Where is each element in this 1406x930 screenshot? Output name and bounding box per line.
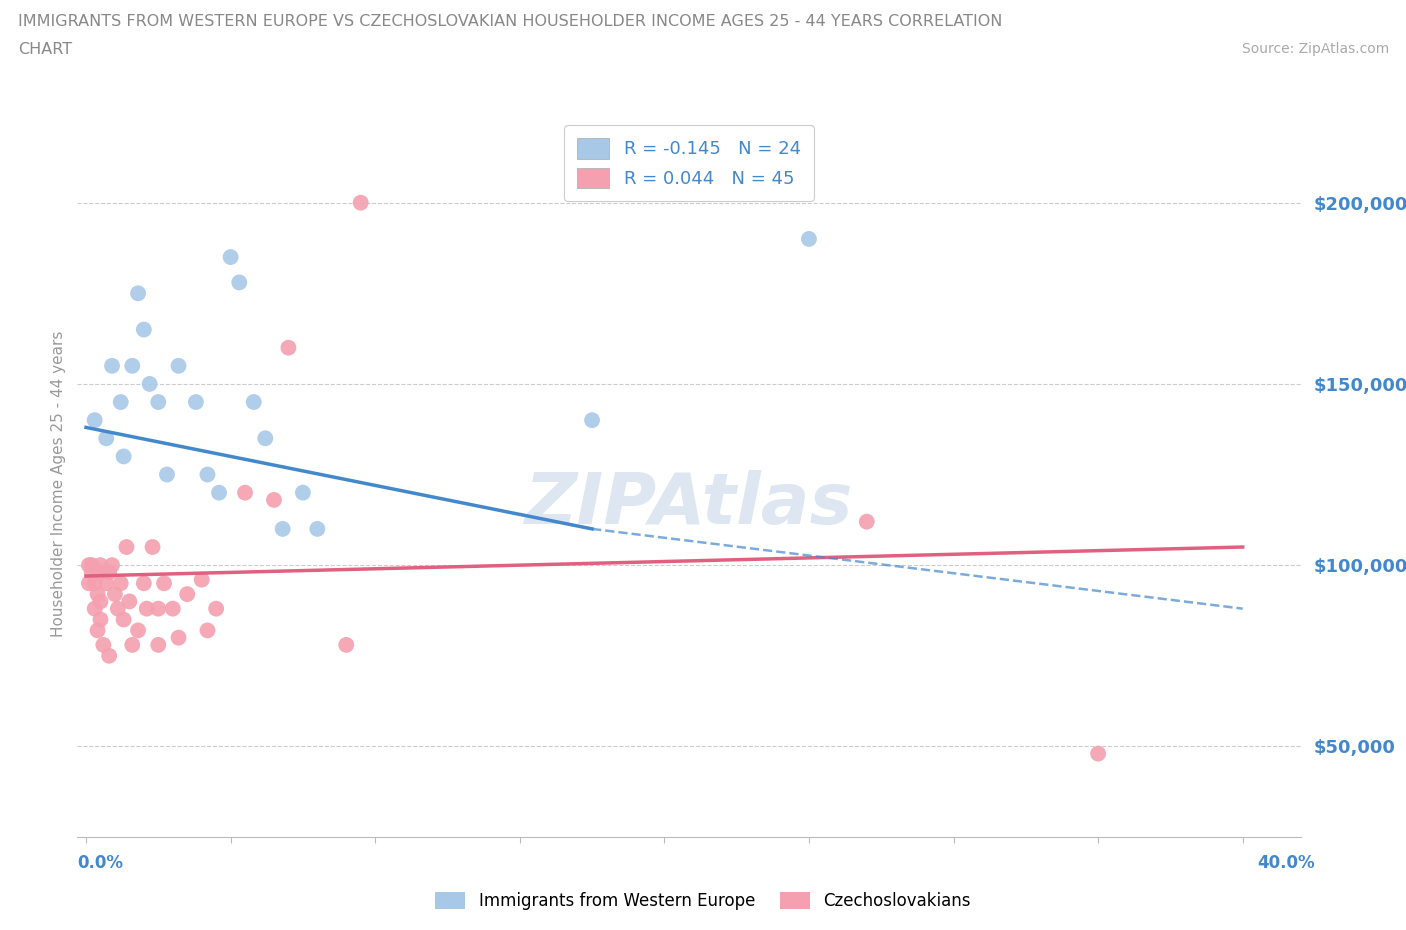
Point bbox=[167, 631, 190, 645]
Point bbox=[277, 340, 299, 355]
Point bbox=[104, 587, 127, 602]
Point bbox=[96, 576, 118, 591]
Point bbox=[219, 249, 242, 264]
Point bbox=[153, 576, 176, 591]
Point bbox=[80, 565, 103, 579]
Point bbox=[233, 485, 256, 500]
Point bbox=[335, 637, 357, 652]
Point bbox=[855, 514, 877, 529]
Point bbox=[228, 275, 250, 290]
Point bbox=[135, 601, 157, 616]
Point bbox=[101, 558, 124, 573]
Point bbox=[271, 522, 294, 537]
Point bbox=[1087, 746, 1109, 761]
Point bbox=[89, 594, 111, 609]
Point bbox=[581, 413, 603, 428]
Point bbox=[162, 601, 184, 616]
Point bbox=[132, 322, 155, 337]
Point bbox=[127, 623, 149, 638]
Point bbox=[121, 637, 143, 652]
Point bbox=[148, 601, 170, 616]
Point bbox=[176, 587, 198, 602]
Text: ZIPAtlas: ZIPAtlas bbox=[524, 471, 853, 539]
Point bbox=[115, 539, 138, 554]
Point bbox=[127, 286, 149, 300]
Legend: R = -0.145   N = 24, R = 0.044   N = 45: R = -0.145 N = 24, R = 0.044 N = 45 bbox=[564, 126, 814, 201]
Point bbox=[141, 539, 163, 554]
Point bbox=[86, 565, 108, 579]
Point bbox=[77, 558, 100, 573]
Text: 0.0%: 0.0% bbox=[77, 854, 124, 872]
Point bbox=[797, 232, 820, 246]
Point bbox=[148, 394, 170, 409]
Point bbox=[83, 576, 105, 591]
Point bbox=[148, 637, 170, 652]
Point bbox=[86, 587, 108, 602]
Point bbox=[167, 358, 190, 373]
Point bbox=[93, 637, 115, 652]
Point bbox=[107, 601, 129, 616]
Point bbox=[98, 565, 121, 579]
Point bbox=[118, 594, 141, 609]
Point bbox=[138, 377, 160, 392]
Point bbox=[254, 431, 277, 445]
Point bbox=[156, 467, 179, 482]
Point bbox=[350, 195, 373, 210]
Point bbox=[77, 576, 100, 591]
Legend: Immigrants from Western Europe, Czechoslovakians: Immigrants from Western Europe, Czechosl… bbox=[429, 885, 977, 917]
Point bbox=[208, 485, 231, 500]
Point bbox=[132, 576, 155, 591]
Text: Source: ZipAtlas.com: Source: ZipAtlas.com bbox=[1241, 42, 1389, 56]
Point bbox=[197, 623, 219, 638]
Text: 40.0%: 40.0% bbox=[1257, 854, 1315, 872]
Point bbox=[205, 601, 228, 616]
Point bbox=[83, 413, 105, 428]
Point bbox=[112, 449, 135, 464]
Point bbox=[89, 612, 111, 627]
Point bbox=[89, 565, 111, 579]
Point bbox=[110, 576, 132, 591]
Point bbox=[197, 467, 219, 482]
Point bbox=[307, 522, 329, 537]
Point bbox=[190, 572, 212, 587]
Point bbox=[86, 623, 108, 638]
Point bbox=[184, 394, 207, 409]
Point bbox=[242, 394, 264, 409]
Point bbox=[121, 358, 143, 373]
Point bbox=[89, 558, 111, 573]
Point bbox=[83, 601, 105, 616]
Point bbox=[98, 648, 121, 663]
Point bbox=[96, 431, 118, 445]
Point bbox=[112, 612, 135, 627]
Text: CHART: CHART bbox=[18, 42, 72, 57]
Text: IMMIGRANTS FROM WESTERN EUROPE VS CZECHOSLOVAKIAN HOUSEHOLDER INCOME AGES 25 - 4: IMMIGRANTS FROM WESTERN EUROPE VS CZECHO… bbox=[18, 14, 1002, 29]
Point bbox=[80, 558, 103, 573]
Y-axis label: Householder Income Ages 25 - 44 years: Householder Income Ages 25 - 44 years bbox=[51, 330, 66, 637]
Point bbox=[110, 394, 132, 409]
Point bbox=[291, 485, 314, 500]
Point bbox=[263, 493, 285, 508]
Point bbox=[101, 358, 124, 373]
